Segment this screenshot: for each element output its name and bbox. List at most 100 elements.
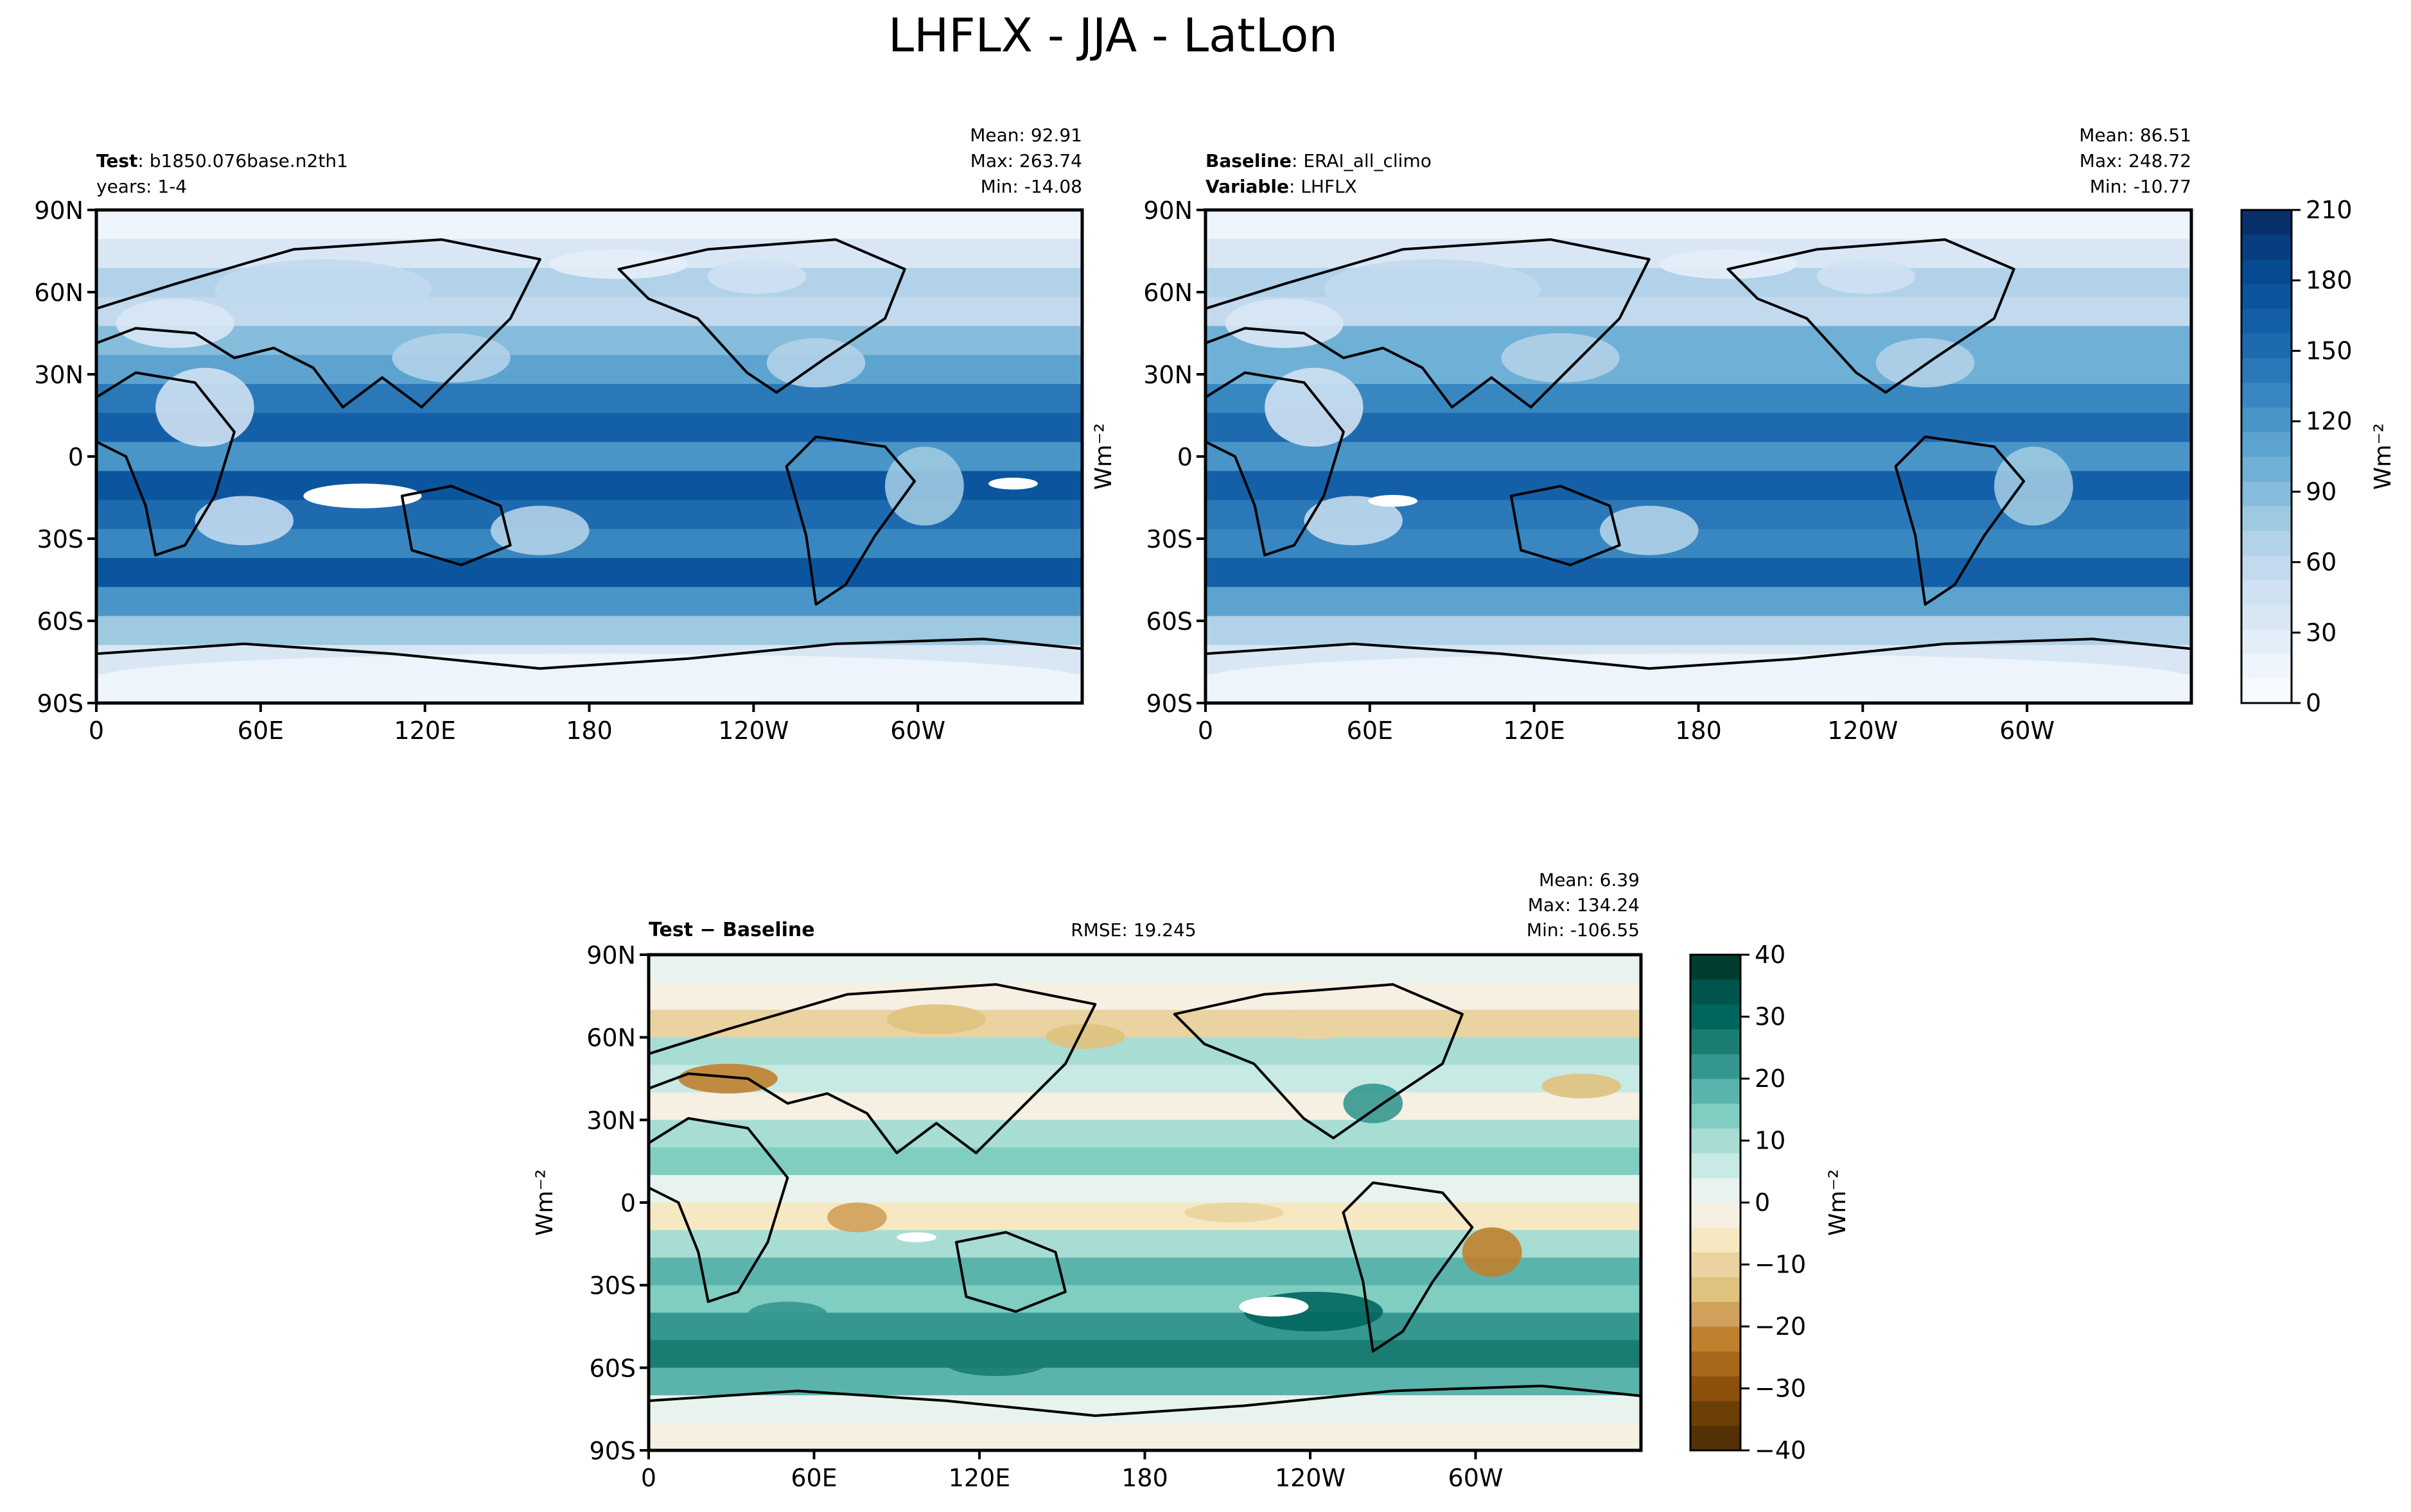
- panel-test: Test: b1850.076base.n2th1 years: 1-4 Mea…: [34, 125, 1084, 745]
- colorbar-tick-label: 40: [1755, 941, 1785, 969]
- coastline: [96, 638, 1082, 703]
- colorbar-frame: [2240, 209, 2293, 704]
- panel-diff-map: [649, 955, 1641, 1450]
- field-band: [96, 413, 1082, 443]
- colorbar-tick-label: 0: [1755, 1188, 1770, 1217]
- field-patch: [1816, 259, 1916, 294]
- panel-baseline-label: Baseline: ERAI_all_climo: [1206, 150, 1432, 171]
- colorbar-swatch: [2241, 382, 2292, 408]
- colorbar-swatch: [1690, 1079, 1740, 1104]
- field-patch: [766, 338, 866, 388]
- colorbar-swatch: [1690, 1128, 1740, 1154]
- field-patch: [1343, 1083, 1403, 1124]
- colorbar-tick-label: −30: [1755, 1375, 1806, 1403]
- field-missing: [1368, 494, 1418, 507]
- panel-diff-max: Max: 134.24: [1528, 894, 1640, 916]
- field-patch: [886, 1004, 986, 1034]
- field-patch: [678, 1063, 778, 1094]
- lon-tick-label: 120E: [394, 717, 456, 745]
- colorbar-swatch: [2241, 333, 2292, 358]
- colorbar-swatch: [2241, 654, 2292, 679]
- panel-baseline: Baseline: ERAI_all_climo Variable: LHFLX…: [1143, 125, 2193, 745]
- colorbar-diff: 40 30 20 10 0 −10 −20 −30 −40: [1689, 941, 1806, 1464]
- coastline: [1509, 485, 1621, 566]
- field-patch: [748, 1301, 828, 1326]
- field-patch: [1659, 249, 1797, 279]
- colorbar-swatch: [2241, 358, 2292, 383]
- colorbar-tick-label: 20: [1755, 1064, 1785, 1093]
- lat-tick-label: 60N: [1143, 279, 1193, 307]
- field-band: [649, 1175, 1641, 1203]
- lat-tick-label: 0: [620, 1189, 636, 1217]
- colorbar-tick-label: −20: [1755, 1312, 1806, 1341]
- field-band: [1206, 558, 2191, 588]
- colorbar-tick-label: 0: [2306, 689, 2321, 717]
- field-patch: [707, 259, 807, 294]
- field-band: [649, 1203, 1641, 1231]
- colorbar-swatch: [2241, 604, 2292, 630]
- colorbar-swatch: [2241, 308, 2292, 334]
- field-band: [1206, 354, 2191, 385]
- lat-tick-label: 60N: [34, 279, 83, 307]
- colorbar-swatch: [1690, 1177, 1740, 1203]
- field-missing: [897, 1232, 937, 1242]
- field-patch: [1263, 1014, 1363, 1039]
- colorbar-swatch: [1690, 1103, 1740, 1129]
- panel-baseline-map: [1206, 210, 2191, 703]
- field-band: [96, 384, 1082, 414]
- field-patch: [1994, 446, 2073, 526]
- coastline: [649, 1384, 1641, 1450]
- panel-test-label-rest: : b1850.076base.n2th1: [137, 150, 347, 171]
- panel-baseline-min: Min: -10.77: [2090, 176, 2191, 197]
- lon-tick-label: 0: [641, 1464, 656, 1492]
- panel-test-min: Min: -14.08: [981, 176, 1082, 197]
- lat-tick-label: 30S: [37, 525, 83, 553]
- colorbar-tick-label: 180: [2306, 266, 2353, 295]
- panel-baseline-variable: Variable: LHFLX: [1206, 176, 1357, 197]
- field-band: [1206, 384, 2191, 414]
- lon-tick-label: 0: [89, 717, 104, 745]
- field-patch: [827, 1203, 887, 1233]
- colorbar-swatch: [1690, 1004, 1740, 1030]
- lat-tick-label: 60S: [37, 607, 83, 636]
- lat-tick-label: 90S: [1146, 690, 1193, 718]
- field-band: [649, 1064, 1641, 1093]
- lat-tick-label: 30S: [590, 1272, 636, 1300]
- colorbar-swatch: [2241, 234, 2292, 260]
- colorbar-swatch: [1690, 1029, 1740, 1054]
- lat-tick-label: 30S: [1146, 525, 1193, 553]
- panel-baseline-label-bold: Baseline: [1206, 150, 1292, 171]
- lat-tick-label: 0: [1177, 443, 1193, 471]
- colorbar-swatch: [1690, 1425, 1740, 1451]
- field-band: [96, 354, 1082, 385]
- field-patch: [96, 654, 1082, 703]
- colorbar-swatch: [2241, 530, 2292, 556]
- lon-tick-label: 60W: [890, 717, 945, 745]
- field-patch: [1541, 1073, 1622, 1099]
- panel-test-label: Test: b1850.076base.n2th1: [96, 150, 348, 171]
- lat-tick-label: 90N: [34, 196, 83, 225]
- lat-tick-label: 30N: [586, 1106, 636, 1134]
- lon-tick-label: 60E: [791, 1464, 837, 1492]
- field-patch: [491, 505, 590, 555]
- lon-tick-label: 120E: [949, 1464, 1011, 1492]
- lon-tick-label: 60W: [1448, 1464, 1504, 1492]
- colorbar-swatch: [1690, 1227, 1740, 1253]
- colorbar-swatch: [2241, 284, 2292, 309]
- coastline: [1206, 371, 1345, 557]
- field-patch: [1600, 505, 1699, 555]
- colorbar-main: 210 180 150 120 90 60 30 0: [2240, 196, 2353, 717]
- panel-test-map: [96, 210, 1082, 703]
- figure-title: LHFLX - JJA - LatLon: [888, 8, 1338, 62]
- colorbar-swatch: [1690, 955, 1740, 980]
- colorbar-tick-label: 210: [2306, 196, 2353, 224]
- colorbar-swatch: [2241, 555, 2292, 580]
- lat-tick-label: 90N: [586, 941, 636, 969]
- lat-tick-label: 30N: [34, 361, 83, 389]
- field-band: [649, 1009, 1641, 1038]
- colorbar-tick-label: 30: [1755, 1003, 1785, 1031]
- colorbar-swatch: [1690, 1252, 1740, 1278]
- lon-tick-label: 180: [1121, 1464, 1168, 1492]
